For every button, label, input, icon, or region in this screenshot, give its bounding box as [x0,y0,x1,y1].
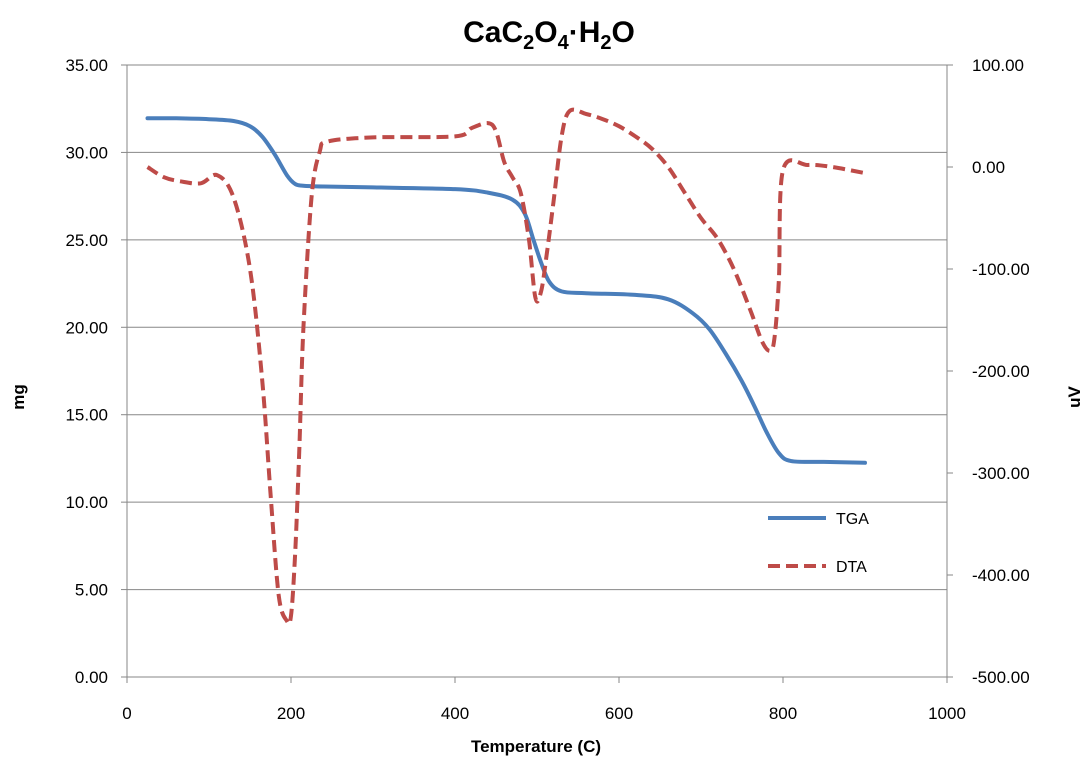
chart-title-subscript: 2 [523,32,534,54]
x-tick-label: 400 [441,704,469,723]
series-lines [145,107,867,626]
x-tick-label: 0 [122,704,131,723]
chart-title-part: ·H [569,16,601,49]
y-tick-label: 15.00 [65,406,108,425]
y-tick-label: 10.00 [65,493,108,512]
gridlines [127,64,947,591]
chart-title-part: O [612,16,635,49]
y2-tick-label: -300.00 [972,464,1030,483]
y-tick-label: 0.00 [75,668,108,687]
y2-tick-label: -200.00 [972,362,1030,381]
chart-title-part: O [534,16,557,49]
axes: 0.00 5.00 10.00 15.00 20.00 25.00 30.00 35.00 -5… [65,56,1029,723]
legend: TGA DTA [768,511,869,576]
x-tick-label: 800 [769,704,797,723]
chart-title: CaC2O4·H2O [463,16,635,54]
legend-label-tga: TGA [836,511,869,528]
y-axis-title: mg [9,384,28,410]
y-tick-label: 35.00 [65,56,108,75]
y2-tick-label: -400.00 [972,566,1030,585]
y-tick-label: 25.00 [65,231,108,250]
y-tick-label: 5.00 [75,581,108,600]
x-tick-label: 600 [605,704,633,723]
legend-label-dta: DTA [836,559,867,576]
series-line-dta [146,107,866,626]
y-tick-label: 20.00 [65,318,108,337]
y-tick-label: 30.00 [65,143,108,162]
chart-title-part: CaC [463,16,523,49]
series-line-tga [145,116,867,465]
x-axis-title: Temperature (C) [471,737,601,756]
y2-tick-label: 100.00 [972,56,1024,75]
x-tick-label: 1000 [928,704,966,723]
y2-axis-title: uV [1065,385,1084,407]
chart-title-subscript: 4 [558,32,570,54]
chart-title-subscript: 2 [600,32,611,54]
y2-tick-label: -500.00 [972,668,1030,687]
y2-tick-label: -100.00 [972,260,1030,279]
x-tick-label: 200 [277,704,305,723]
y2-tick-label: 0.00 [972,158,1005,177]
